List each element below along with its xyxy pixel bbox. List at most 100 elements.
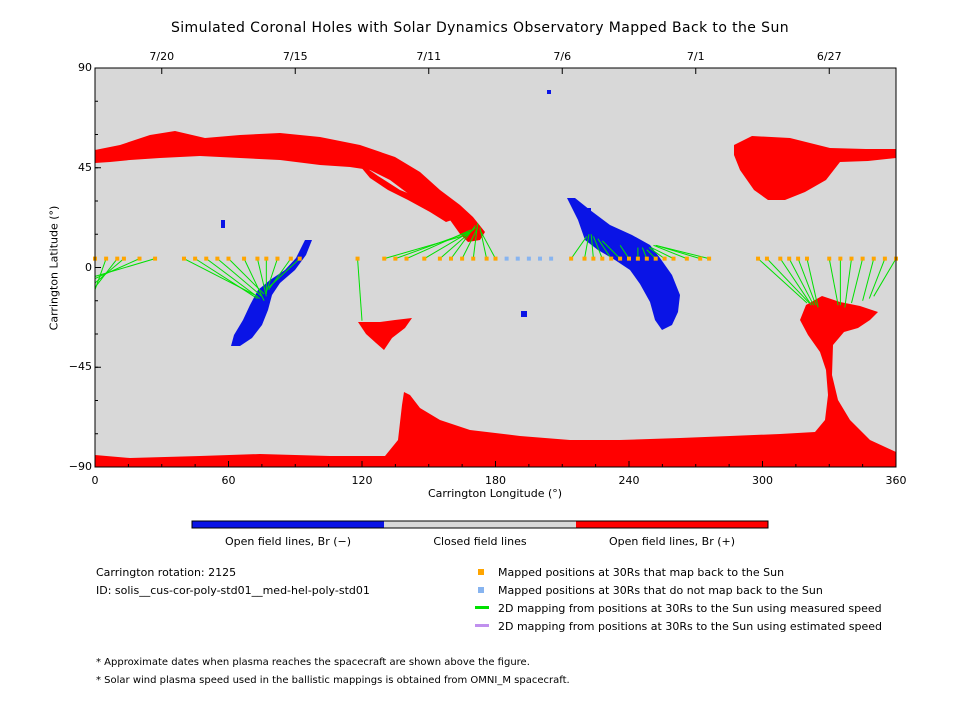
x-tick-label: 360: [885, 474, 907, 487]
carrington-rotation-text: Carrington rotation: 2125: [96, 566, 237, 579]
mapping-line: [797, 258, 817, 306]
mapping-line: [873, 258, 897, 297]
mapped-position-marker: [707, 256, 712, 261]
mapped-position-marker: [882, 256, 887, 261]
legend-swatch-unmapped: [478, 587, 484, 593]
x-tick-label: 300: [752, 474, 773, 487]
mapped-position-marker: [121, 256, 126, 261]
mapped-position-marker: [838, 256, 843, 261]
mapped-position-marker: [297, 256, 302, 261]
mapped-position-marker: [242, 256, 247, 261]
mapping-line: [424, 229, 474, 260]
mapping-line: [357, 258, 363, 321]
mapped-position-marker: [591, 256, 596, 261]
y-tick-label: −45: [68, 360, 92, 374]
mapping-line: [205, 258, 260, 299]
x-tick-label: 180: [485, 474, 506, 487]
mapped-position-marker: [756, 256, 761, 261]
mapped-position-marker: [204, 256, 209, 261]
mapping-line: [570, 236, 588, 259]
mapping-line: [384, 233, 469, 260]
mapped-position-marker: [644, 256, 649, 261]
colorbar-segment: [192, 521, 384, 528]
mapping-line: [450, 225, 476, 259]
colorbar-frame: [191, 520, 769, 529]
date-label: 7/1: [686, 50, 705, 63]
mapping-line: [757, 258, 808, 304]
mapping-line: [194, 258, 258, 299]
mapped-position-marker: [275, 256, 280, 261]
mapped-position-marker: [871, 256, 876, 261]
date-label: 6/27: [816, 50, 842, 63]
mapping-line: [94, 258, 125, 284]
unmapped-position-marker: [549, 256, 554, 261]
mapped-position-marker: [627, 256, 631, 261]
mapping-line: [806, 258, 819, 308]
mapped-position-marker: [471, 256, 476, 261]
model-id-text: ID: solis__cus-cor-poly-std01__med-hel-p…: [96, 584, 370, 597]
mapping-line: [619, 245, 630, 259]
mapping-line: [851, 258, 864, 304]
mapped-position-marker: [493, 256, 498, 261]
y-tick-label: 90: [78, 61, 92, 74]
mapped-position-marker: [449, 256, 453, 261]
mapped-position-marker: [827, 256, 832, 261]
mapping-line: [479, 229, 496, 259]
axes: [94, 67, 897, 468]
southern-negative-speck: [521, 311, 527, 317]
mapped-position-marker: [698, 256, 703, 261]
x-axis-label: Carrington Longitude (°): [427, 487, 563, 500]
mapped-position-marker: [764, 256, 769, 261]
unmapped-position-marker: [526, 256, 531, 261]
mapping-line: [243, 258, 265, 301]
mapping-line: [651, 247, 674, 260]
mapped-position-marker: [382, 256, 387, 261]
colorbar-label-negative: Open field lines, Br (−): [224, 535, 352, 548]
mapping-line: [868, 258, 886, 299]
mapping-line: [779, 258, 812, 306]
mapped-position-marker: [635, 256, 640, 261]
north-negative-speck: [547, 90, 551, 94]
date-label: 7/6: [553, 50, 572, 63]
mapped-position-marker: [860, 256, 865, 261]
date-label: 7/11: [416, 50, 442, 63]
mapped-position-marker: [115, 256, 120, 261]
central-negative-hole: [567, 198, 680, 330]
mapping-line: [256, 258, 267, 297]
mapping-line: [597, 238, 612, 259]
mapping-line: [183, 258, 258, 297]
footnote-dates: * Approximate dates when plasma reaches …: [96, 657, 530, 668]
legend-text-measured: 2D mapping from positions at 30Rs to the…: [498, 602, 882, 615]
mapped-position-marker: [104, 256, 109, 261]
unmapped-position-marker: [538, 256, 542, 261]
y-axis-label: Carrington Latitude (°): [47, 205, 61, 331]
mapped-position-marker: [193, 256, 198, 261]
mapped-position-marker: [671, 256, 676, 261]
positive-open-field-regions: [95, 131, 896, 467]
colorbar-label-positive: Open field lines, Br (+): [608, 535, 736, 548]
mapping-line: [788, 258, 815, 306]
mapping-line: [592, 236, 603, 259]
legend-line-estimated: [475, 624, 489, 627]
mapping-line: [406, 229, 472, 260]
mapped-position-marker: [662, 256, 667, 261]
mapping-line: [601, 240, 621, 259]
northeast-positive-cap: [734, 136, 896, 200]
mapped-position-marker: [684, 256, 689, 261]
mapped-position-marker: [618, 256, 623, 261]
footnote-speed: * Solar wind plasma speed used in the ba…: [96, 675, 570, 686]
north-positive-band: [95, 131, 485, 242]
footpoint-markers: [93, 256, 898, 261]
mapped-position-marker: [215, 256, 220, 261]
colorbar: [191, 520, 769, 529]
mapped-position-marker: [460, 256, 465, 261]
mapped-position-marker: [778, 256, 783, 261]
y-tick-label: 0: [85, 260, 92, 274]
mapping-line: [268, 258, 301, 288]
mapped-position-marker: [569, 256, 574, 261]
mapped-position-marker: [404, 256, 409, 261]
mapping-line: [472, 223, 479, 259]
mapped-position-marker: [255, 256, 260, 261]
mapped-position-marker: [264, 256, 269, 261]
mapped-position-marker: [787, 256, 792, 261]
